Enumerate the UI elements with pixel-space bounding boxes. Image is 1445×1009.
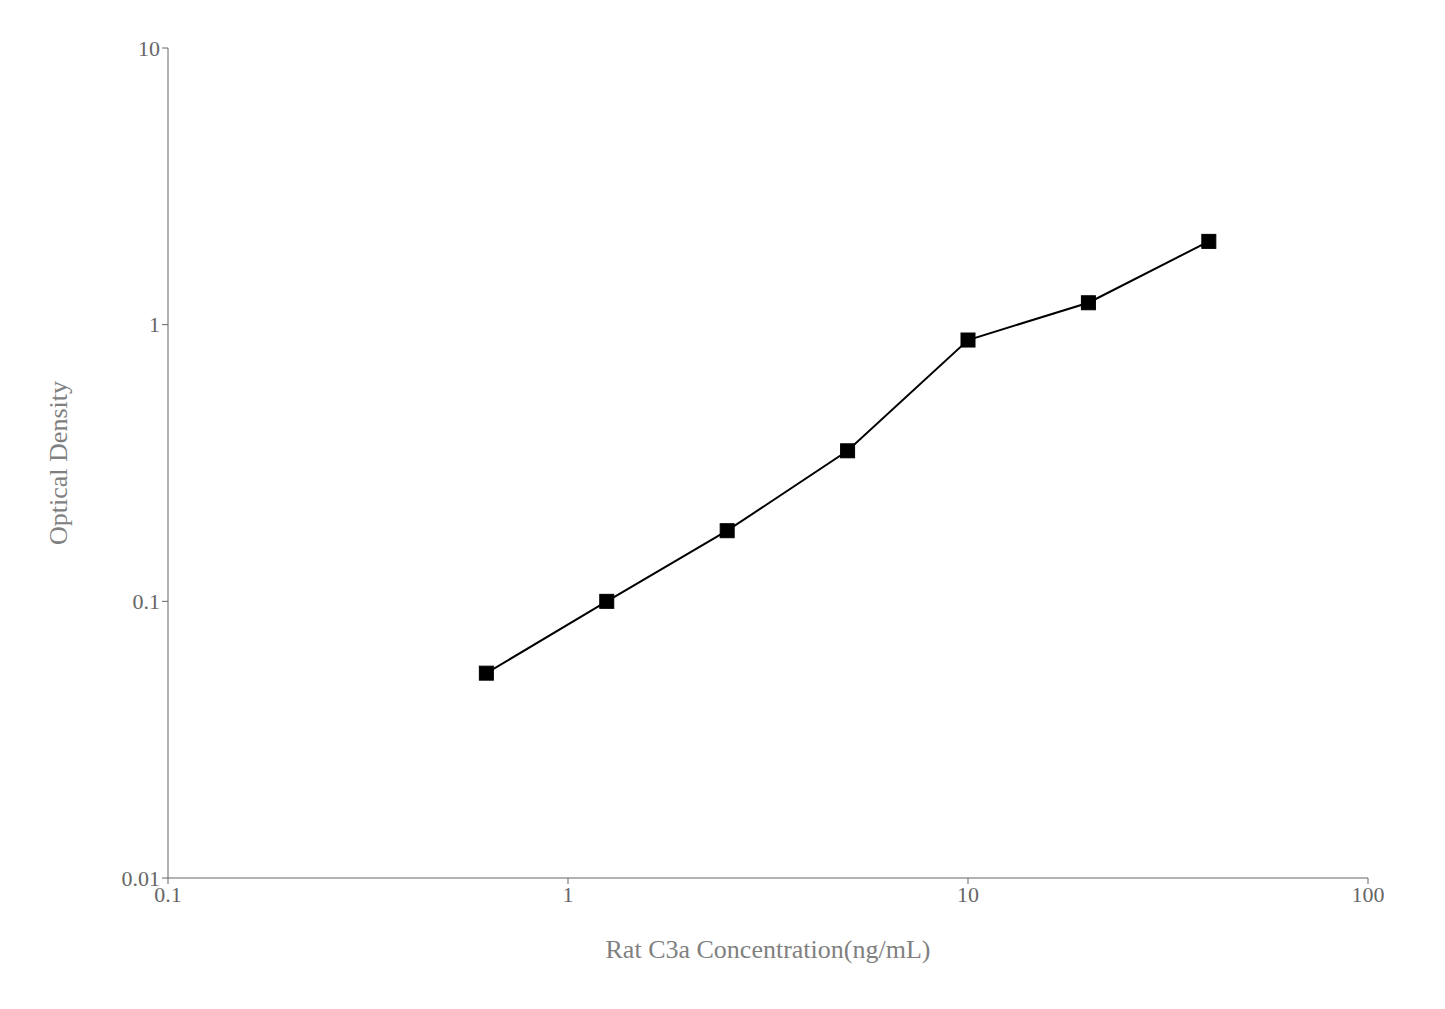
svg-text:0.01: 0.01 [122,866,161,891]
svg-text:Rat C3a Concentration(ng/mL): Rat C3a Concentration(ng/mL) [606,935,931,964]
svg-text:10: 10 [957,882,979,907]
svg-text:1: 1 [149,312,160,337]
svg-text:100: 100 [1352,882,1385,907]
svg-text:10: 10 [138,36,160,61]
svg-text:0.1: 0.1 [154,881,182,907]
svg-text:Optical Density: Optical Density [44,381,73,545]
svg-text:0.1: 0.1 [133,589,161,614]
svg-text:1: 1 [563,882,574,907]
